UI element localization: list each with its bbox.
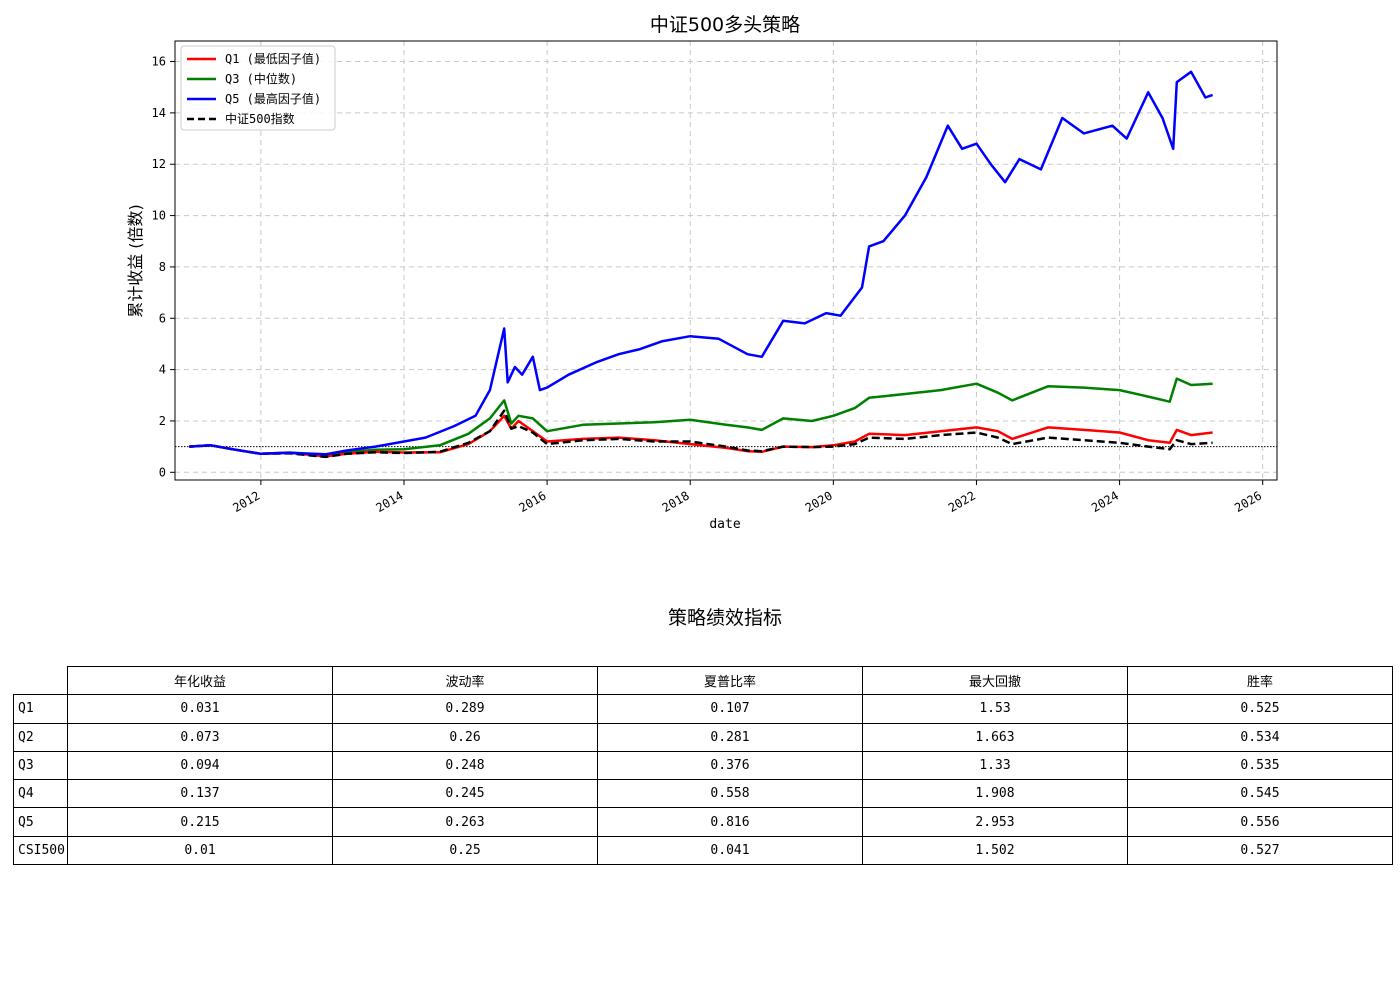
table-row: Q4 0.137 0.245 0.558 1.908 0.545 bbox=[13, 779, 1393, 809]
column-header: 胜率 bbox=[1127, 665, 1393, 696]
row-label: Q4 bbox=[13, 779, 68, 809]
y-tick-label: 10 bbox=[152, 209, 166, 223]
table-cell: 0.041 bbox=[597, 835, 863, 866]
x-tick-label: 2018 bbox=[660, 488, 692, 515]
x-tick-label: 2016 bbox=[517, 488, 549, 515]
row-label: Q3 bbox=[13, 750, 68, 781]
row-label: Q2 bbox=[13, 722, 68, 752]
column-header: 年化收益 bbox=[67, 665, 333, 696]
table-cell: 1.663 bbox=[862, 722, 1128, 752]
column-header: 最大回撤 bbox=[862, 665, 1128, 696]
x-axis-ticks: 2012 2014 2016 2018 2020 2022 2024 2026 bbox=[230, 480, 1264, 515]
table-cell: 0.816 bbox=[597, 807, 863, 837]
table-cell: 0.525 bbox=[1127, 694, 1393, 724]
table-cell: 0.558 bbox=[597, 779, 863, 809]
y-axis-label: 累计收益 (倍数) bbox=[126, 204, 145, 318]
y-tick-label: 12 bbox=[152, 157, 166, 171]
table-cell: 0.289 bbox=[332, 694, 598, 724]
series-line-4 bbox=[189, 409, 1213, 459]
grid-lines bbox=[175, 41, 1277, 480]
y-axis-ticks: 0 2 4 6 8 10 12 14 16 bbox=[152, 55, 175, 479]
legend-label: Q1 (最低因子值) bbox=[225, 51, 321, 66]
table-cell: 0.245 bbox=[332, 779, 598, 809]
x-tick-label: 2022 bbox=[946, 488, 978, 515]
legend-label: Q5 (最高因子值) bbox=[225, 91, 321, 106]
table-row: Q2 0.073 0.26 0.281 1.663 0.534 bbox=[13, 722, 1393, 752]
table-cell: 0.248 bbox=[332, 750, 598, 781]
table-cell: 0.073 bbox=[67, 722, 333, 752]
row-label: CSI500 bbox=[13, 835, 68, 866]
series-line-3 bbox=[189, 70, 1214, 456]
table-title: 策略绩效指标 bbox=[667, 607, 782, 629]
legend-box bbox=[180, 45, 336, 131]
y-tick-label: 14 bbox=[152, 106, 166, 120]
table-row: Q3 0.094 0.248 0.376 1.33 0.535 bbox=[13, 750, 1393, 781]
y-tick-label: 4 bbox=[159, 363, 166, 377]
table-header-row: 年化收益 波动率 夏普比率 最大回撤 胜率 bbox=[14, 665, 1393, 696]
line-chart: 中证500多头策略 2012 2014 2016 2018 2020 2022 2024 20… bbox=[126, 14, 1278, 532]
y-tick-label: 8 bbox=[159, 260, 166, 274]
table-cell: 0.137 bbox=[67, 779, 333, 809]
table-cell: 0.376 bbox=[597, 750, 863, 781]
column-header: 夏普比率 bbox=[597, 665, 863, 696]
x-tick-label: 2014 bbox=[373, 488, 405, 515]
table-cell: 1.908 bbox=[862, 779, 1128, 809]
table-cell: 0.527 bbox=[1127, 835, 1393, 866]
table-cell: 0.26 bbox=[332, 722, 598, 752]
legend-entries: Q1 (最低因子值) Q3 (中位数) Q5 (最高因子值) 中证500指数 bbox=[187, 51, 321, 126]
y-tick-label: 16 bbox=[152, 55, 166, 69]
table-row: Q1 0.031 0.289 0.107 1.53 0.525 bbox=[13, 694, 1393, 724]
x-tick-label: 2020 bbox=[803, 488, 835, 515]
table-cell: 2.953 bbox=[862, 807, 1128, 837]
column-header: 波动率 bbox=[332, 665, 598, 696]
legend-label: 中证500指数 bbox=[225, 111, 295, 126]
chart-title: 中证500多头策略 bbox=[650, 14, 800, 36]
row-label: Q5 bbox=[13, 807, 68, 837]
table-cell: 1.33 bbox=[862, 750, 1128, 781]
table-cell: 1.502 bbox=[862, 835, 1128, 866]
table-cell: 0.556 bbox=[1127, 807, 1393, 837]
y-tick-label: 0 bbox=[159, 465, 166, 479]
y-tick-label: 6 bbox=[159, 311, 166, 325]
table-row: CSI500 0.01 0.25 0.041 1.502 0.527 bbox=[13, 835, 1393, 866]
table-cell: 0.281 bbox=[597, 722, 863, 752]
x-tick-label: 2026 bbox=[1232, 488, 1264, 515]
table-cell: 1.53 bbox=[862, 694, 1128, 724]
table-cell: 0.535 bbox=[1127, 750, 1393, 781]
table-cell: 0.25 bbox=[332, 835, 598, 866]
legend-label: Q3 (中位数) bbox=[225, 71, 297, 86]
series-lines bbox=[189, 70, 1214, 459]
legend: Q1 (最低因子值) Q3 (中位数) Q5 (最高因子值) 中证500指数 bbox=[180, 45, 336, 131]
y-tick-label: 2 bbox=[159, 414, 166, 428]
table-cell: 0.263 bbox=[332, 807, 598, 837]
series-line-2 bbox=[189, 377, 1213, 457]
table-cell: 0.107 bbox=[597, 694, 863, 724]
table-cell: 0.215 bbox=[67, 807, 333, 837]
table-corner bbox=[14, 667, 68, 695]
table-cell: 0.534 bbox=[1127, 722, 1393, 752]
table-cell: 0.545 bbox=[1127, 779, 1393, 809]
x-axis-label: date bbox=[709, 517, 740, 532]
x-tick-label: 2012 bbox=[230, 488, 262, 515]
table-cell: 0.01 bbox=[67, 835, 333, 866]
x-tick-label: 2024 bbox=[1089, 488, 1121, 515]
plot-frame bbox=[174, 40, 1278, 481]
row-label: Q1 bbox=[13, 694, 68, 724]
table-cell: 0.031 bbox=[67, 694, 333, 724]
performance-table: 年化收益 波动率 夏普比率 最大回撤 胜率 Q1 0.031 0.289 0.1… bbox=[13, 665, 1393, 866]
table-row: Q5 0.215 0.263 0.816 2.953 0.556 bbox=[13, 807, 1393, 837]
table-cell: 0.094 bbox=[67, 750, 333, 781]
